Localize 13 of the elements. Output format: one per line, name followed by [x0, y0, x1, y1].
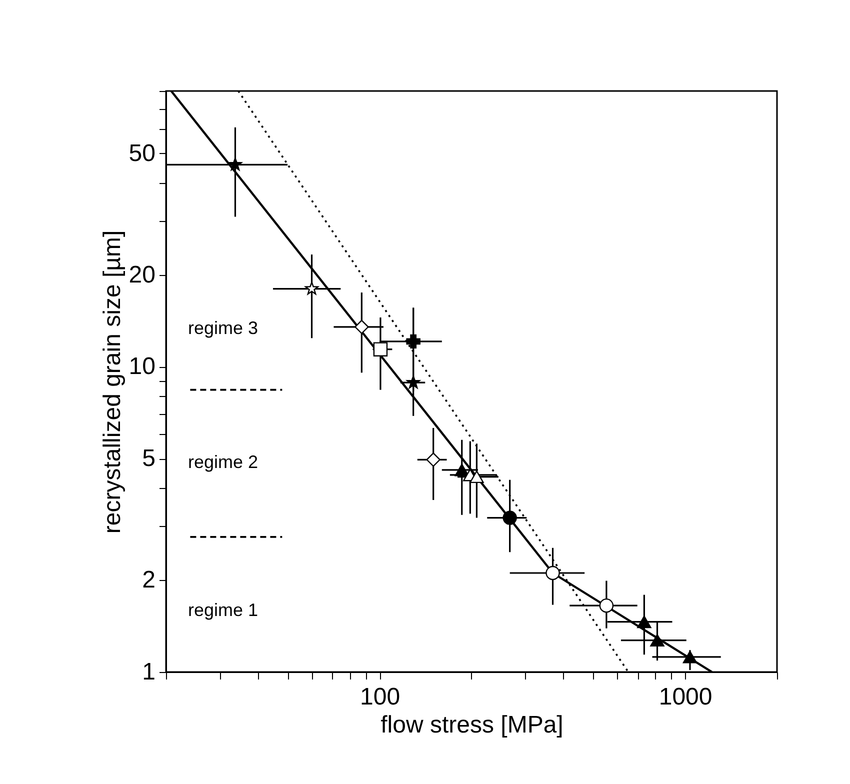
y-axis-title: recrystallized grain size [µm]	[98, 230, 126, 534]
annotation: regime 3	[188, 318, 258, 338]
y-tick-label: 10	[128, 353, 156, 380]
x-tick-label: 100	[360, 684, 400, 710]
y-tick-label: 50	[128, 140, 156, 167]
annotation: regime 1	[188, 600, 258, 620]
x-axis-title: flow stress [MPa]	[380, 712, 564, 738]
y-tick-label: 1	[142, 658, 156, 686]
y-tick-label: 5	[142, 445, 156, 472]
annotation: regime 2	[188, 452, 258, 472]
x-tick-label: 1000	[658, 684, 712, 710]
y-tick-label: 2	[142, 566, 156, 594]
y-tick-label: 20	[128, 261, 156, 288]
